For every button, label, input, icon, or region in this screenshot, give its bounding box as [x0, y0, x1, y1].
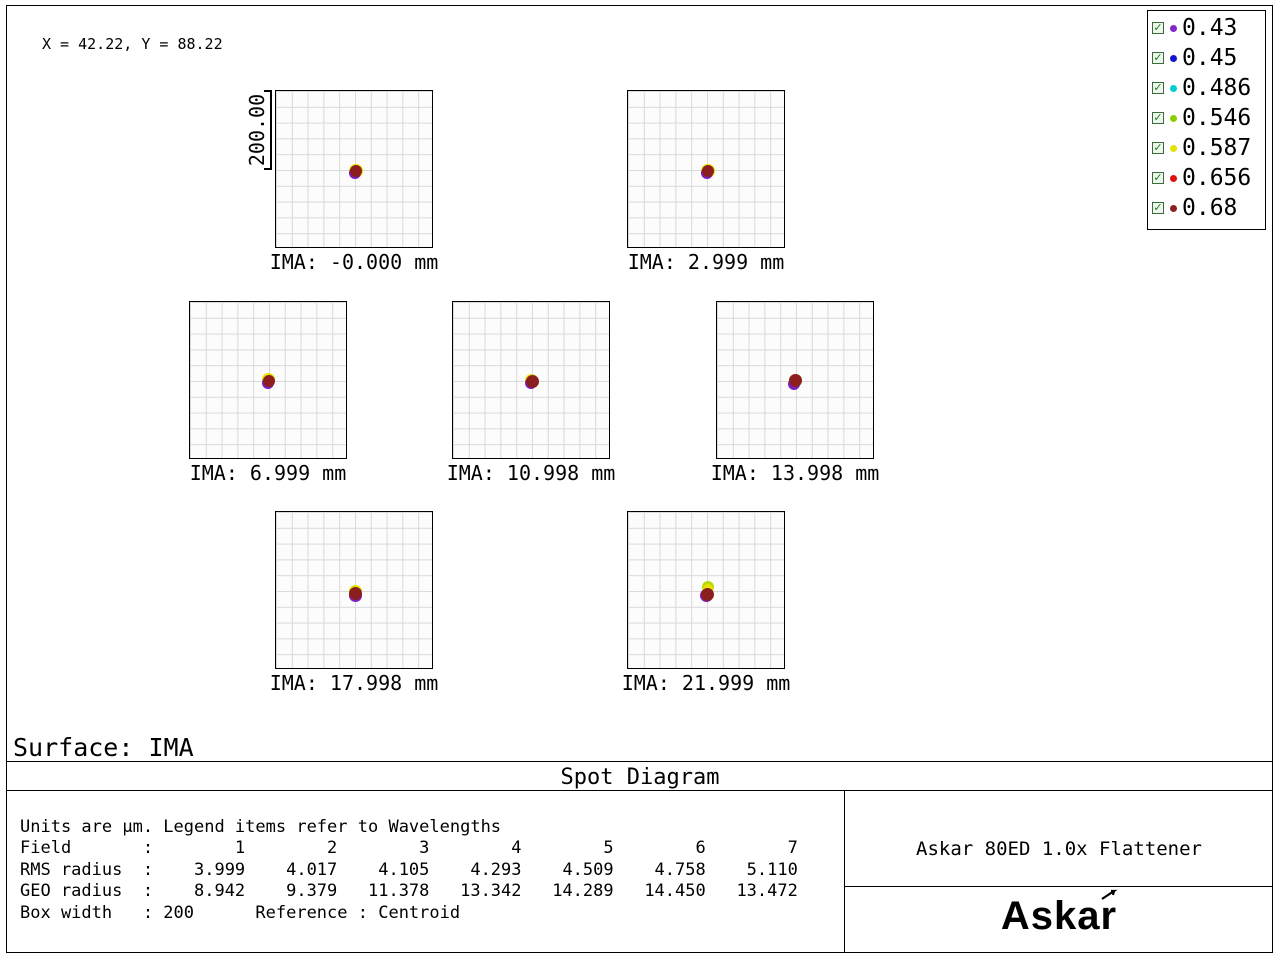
- legend-wavelength-label: 0.587: [1182, 135, 1252, 161]
- scale-bar-tick-bottom: [264, 168, 272, 170]
- legend-color-dot: [1170, 174, 1177, 182]
- legend-wavelength-label: 0.45: [1182, 45, 1238, 71]
- spot-dot: [700, 587, 714, 601]
- legend-color-dot: [1170, 84, 1177, 92]
- footer-right-divider: [845, 886, 1272, 887]
- divider-above-title: [7, 761, 1272, 762]
- spot-dot: [788, 374, 802, 388]
- scale-bar-label: 200.00: [245, 93, 269, 167]
- legend-checkbox[interactable]: ✓: [1152, 21, 1164, 34]
- divider-below-title: [7, 790, 1272, 791]
- legend-checkbox[interactable]: ✓: [1152, 111, 1164, 124]
- spot-dot: [349, 586, 363, 600]
- spot-diagram-field-7: [627, 511, 785, 669]
- spot-dot: [525, 374, 539, 388]
- spot-diagram-field-6: [275, 511, 433, 669]
- askar-logo-swoosh-icon: [1101, 889, 1118, 900]
- metrics-line-4: GEO radius : 8.942 9.379 11.378 13.342 1…: [20, 881, 798, 902]
- spot-diagram-field-5: [716, 301, 874, 459]
- spot-dot: [262, 375, 275, 388]
- metrics-line-1: Units are μm. Legend items refer to Wave…: [20, 817, 502, 837]
- legend-checkbox[interactable]: ✓: [1152, 171, 1164, 184]
- legend-wavelength-label: 0.43: [1182, 15, 1238, 41]
- legend-item-0.546: ✓ 0.546: [1148, 103, 1265, 133]
- legend-item-0.68: ✓ 0.68: [1148, 193, 1265, 223]
- legend-checkbox[interactable]: ✓: [1152, 51, 1164, 64]
- askar-logo: Askar: [846, 889, 1272, 939]
- metrics-line-3: RMS radius : 3.999 4.017 4.105 4.293 4.5…: [20, 859, 798, 880]
- spot-dot: [701, 165, 714, 178]
- legend-checkbox[interactable]: ✓: [1152, 81, 1164, 94]
- spot-diagram-field-1: [275, 90, 433, 248]
- scale-bar-tick-top: [264, 90, 272, 92]
- spot-diagram-field-2: [627, 90, 785, 248]
- outer-border: [6, 5, 1273, 953]
- spot-diagram-field-4: [452, 301, 610, 459]
- plot-title: Spot Diagram: [560, 765, 720, 790]
- legend-color-dot: [1170, 204, 1177, 212]
- ima-position-label: IMA: 10.998 mm: [446, 461, 616, 485]
- legend-color-dot: [1170, 144, 1177, 152]
- ima-position-label: IMA: -0.000 mm: [269, 250, 439, 274]
- ima-position-label: IMA: 6.999 mm: [189, 461, 347, 485]
- legend-item-0.656: ✓ 0.656: [1148, 163, 1265, 193]
- legend-color-dot: [1170, 114, 1177, 122]
- ima-position-label: IMA: 13.998 mm: [710, 461, 880, 485]
- ima-position-label: IMA: 21.999 mm: [621, 671, 791, 695]
- metrics-line-2: Field : 1 2 3 4 5 6 7: [20, 838, 798, 859]
- footer-vertical-divider: [844, 790, 845, 953]
- legend-color-dot: [1170, 24, 1177, 32]
- askar-logo-text: Askar: [1000, 894, 1118, 938]
- legend-checkbox[interactable]: ✓: [1152, 201, 1164, 214]
- scale-bar-line: [270, 90, 272, 169]
- surface-label: Surface: IMA: [13, 733, 194, 762]
- wavelength-legend: ✓ 0.43 ✓ 0.45 ✓ 0.486 ✓ 0.546 ✓ 0.587 ✓ 0.656 ✓ 0.68: [1147, 10, 1266, 230]
- legend-wavelength-label: 0.656: [1182, 165, 1252, 191]
- legend-color-dot: [1170, 54, 1177, 62]
- legend-wavelength-label: 0.486: [1182, 75, 1252, 101]
- ima-position-label: IMA: 17.998 mm: [269, 671, 439, 695]
- cursor-coordinates: X = 42.22, Y = 88.22: [42, 35, 223, 53]
- metrics-table: Units are μm. Legend items refer to Wave…: [20, 817, 798, 924]
- legend-wavelength-label: 0.68: [1182, 195, 1238, 221]
- legend-item-0.587: ✓ 0.587: [1148, 133, 1265, 163]
- legend-item-0.45: ✓ 0.45: [1148, 43, 1265, 73]
- spot-dot: [349, 165, 362, 178]
- legend-item-0.486: ✓ 0.486: [1148, 73, 1265, 103]
- product-title: Askar 80ED 1.0x Flattener: [916, 838, 1202, 860]
- legend-wavelength-label: 0.546: [1182, 105, 1252, 131]
- legend-item-0.43: ✓ 0.43: [1148, 13, 1265, 43]
- metrics-line-5: Box width : 200 Reference : Centroid: [20, 902, 461, 923]
- legend-checkbox[interactable]: ✓: [1152, 141, 1164, 154]
- ima-position-label: IMA: 2.999 mm: [627, 250, 785, 274]
- spot-diagram-field-3: [189, 301, 347, 459]
